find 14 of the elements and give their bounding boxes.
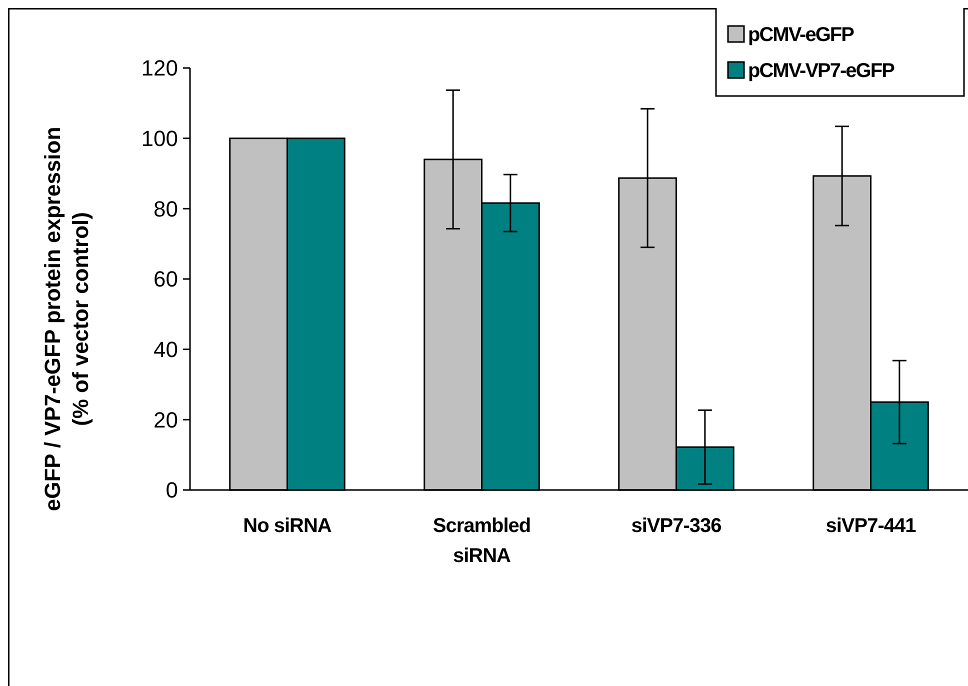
x-tick-label: No siRNA <box>243 515 332 537</box>
y-tick-label: 80 <box>154 196 178 222</box>
y-tick-label: 120 <box>141 56 178 81</box>
y-tick-label: 40 <box>154 337 178 362</box>
y-tick-label: 60 <box>154 266 178 292</box>
y-axis-title: eGFP / VP7-eGFP protein expression (% of vector control) <box>40 126 93 512</box>
y-tick-label: 100 <box>141 126 178 152</box>
legend-label: pCMV-eGFP <box>748 24 854 46</box>
legend-label: pCMV-VP7-eGFP <box>748 60 895 82</box>
x-tick-label: siVP7-441 <box>826 515 916 537</box>
x-tick-label: siVP7-336 <box>631 515 722 537</box>
y-tick-label: 20 <box>154 407 178 432</box>
y-tick-label: 0 <box>166 478 178 503</box>
x-tick-label: Scrambled siRNA <box>432 515 531 567</box>
